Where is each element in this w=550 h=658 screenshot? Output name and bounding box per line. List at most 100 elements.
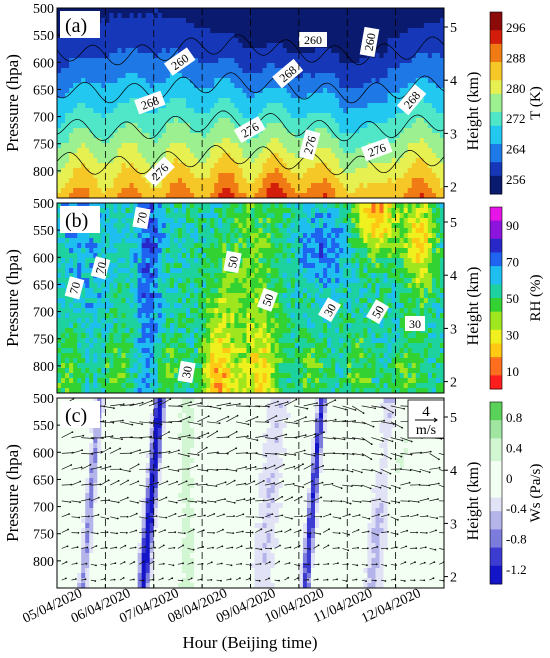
wind-vector bbox=[148, 400, 162, 407]
wind-vector bbox=[110, 547, 117, 549]
colorbar-segment bbox=[490, 238, 502, 244]
wind-vector-head bbox=[240, 562, 243, 565]
wind-vector-head bbox=[152, 560, 155, 563]
height-tick-label: 4 bbox=[450, 74, 457, 89]
wind-vector-head bbox=[379, 486, 382, 489]
colorbar-segment bbox=[490, 288, 502, 294]
wind-vector-head bbox=[137, 463, 140, 466]
wind-vector bbox=[90, 437, 103, 439]
colorbar-segment bbox=[490, 524, 502, 530]
wind-vector bbox=[226, 480, 235, 486]
wind-vector-head bbox=[247, 423, 250, 426]
wind-vector bbox=[419, 498, 429, 502]
wind-vector-head bbox=[185, 498, 188, 500]
wind-vector-head bbox=[340, 487, 343, 490]
wind-vector-head bbox=[311, 500, 314, 503]
colorbar-segment bbox=[490, 261, 502, 267]
wind-vector-head bbox=[156, 498, 159, 501]
colorbar-segment bbox=[490, 139, 502, 145]
wind-vector bbox=[400, 482, 410, 486]
wind-vector bbox=[235, 405, 250, 407]
wind-vector bbox=[303, 548, 310, 550]
contour-label-text: 30 bbox=[409, 317, 421, 331]
wind-vector bbox=[110, 500, 119, 503]
y-tick-label: 500 bbox=[33, 392, 54, 407]
wind-vector bbox=[293, 515, 302, 518]
colorbar-segment bbox=[490, 338, 502, 344]
colorbar-segment bbox=[490, 370, 502, 376]
wind-vector bbox=[119, 436, 132, 438]
colorbar-segment bbox=[490, 429, 502, 435]
wind-vector-head bbox=[113, 578, 116, 581]
wind-vector-head bbox=[190, 401, 192, 404]
wind-vector-head bbox=[445, 532, 447, 534]
colorbar-tick-label: 30 bbox=[506, 327, 519, 342]
wind-reference: 4 m/s bbox=[407, 399, 445, 439]
wind-vector bbox=[235, 435, 248, 438]
wind-vector bbox=[177, 401, 192, 407]
wind-vector bbox=[177, 514, 186, 518]
wind-vector-head bbox=[160, 423, 163, 426]
colorbar-segment bbox=[490, 225, 502, 231]
y-tick-label: 800 bbox=[33, 360, 54, 375]
colorbar-segment bbox=[490, 348, 502, 354]
wind-vector-head bbox=[334, 399, 337, 401]
wind-vector-head bbox=[260, 528, 263, 531]
colorbar-segment bbox=[490, 488, 502, 494]
height-tick-label: 4 bbox=[450, 464, 457, 479]
wind-vector-head bbox=[182, 544, 185, 547]
y-tick-label: 700 bbox=[33, 306, 54, 321]
wind-vector-head bbox=[417, 501, 420, 503]
colorbar-segment bbox=[490, 511, 502, 517]
wind-vector-head bbox=[326, 578, 329, 581]
wind-vector-head bbox=[157, 481, 159, 484]
wind-vector bbox=[158, 466, 169, 470]
wind-vector-head bbox=[281, 495, 284, 498]
wind-vector-head bbox=[376, 546, 379, 548]
wind-vector-head bbox=[423, 561, 426, 564]
wind-vector bbox=[197, 447, 207, 454]
wind-vector-head bbox=[316, 402, 318, 404]
wind-vector-head bbox=[88, 515, 90, 518]
colorbar-segment bbox=[490, 116, 502, 122]
wind-vector-head bbox=[256, 439, 259, 442]
wind-vector bbox=[245, 405, 260, 407]
wind-vector-head bbox=[275, 415, 278, 417]
wind-vector-head bbox=[389, 487, 391, 490]
wind-vector-head bbox=[359, 501, 362, 503]
wind-vector bbox=[119, 468, 130, 472]
wind-vector bbox=[322, 399, 336, 407]
contour-label-text: 276 bbox=[366, 140, 388, 159]
wind-vector-head bbox=[289, 528, 292, 531]
colorbar-segment bbox=[490, 533, 502, 539]
wind-vector-head bbox=[100, 466, 102, 468]
contour-label: 30 bbox=[177, 360, 196, 384]
colorbar-tick-label: 256 bbox=[506, 172, 526, 187]
wind-vector bbox=[177, 532, 185, 534]
panel-frame: 500 550 600 650 700 750 800 5 4 3 2 (b) Pressure (hp… bbox=[3, 197, 482, 394]
wind-vector-head bbox=[370, 443, 373, 446]
wind-vector bbox=[216, 529, 224, 533]
wind-vector bbox=[206, 431, 218, 438]
wind-vector bbox=[100, 447, 111, 454]
wind-vector bbox=[197, 500, 206, 503]
wind-vector bbox=[303, 513, 312, 518]
plot-frame bbox=[56, 7, 445, 199]
wind-vector bbox=[361, 421, 374, 428]
wind-vector-head bbox=[374, 407, 376, 410]
wind-vector-head bbox=[142, 579, 145, 582]
wind-vector-head bbox=[320, 515, 322, 518]
wind-vector bbox=[380, 405, 394, 413]
wind-vector-head bbox=[343, 438, 346, 441]
wind-vector bbox=[177, 416, 190, 423]
colorbar-segment bbox=[490, 411, 502, 417]
wind-vector-head bbox=[191, 561, 194, 564]
colorbar-segment bbox=[490, 107, 502, 113]
y-tick-label: 600 bbox=[33, 446, 54, 461]
colorbar-segment bbox=[490, 266, 502, 272]
height-axis-label: Height (km) bbox=[465, 72, 482, 151]
colorbar-tick-label: 280 bbox=[506, 81, 526, 96]
wind-vector-head bbox=[109, 465, 112, 468]
colorbar-segment bbox=[490, 307, 502, 313]
wind-vector-head bbox=[380, 472, 382, 475]
